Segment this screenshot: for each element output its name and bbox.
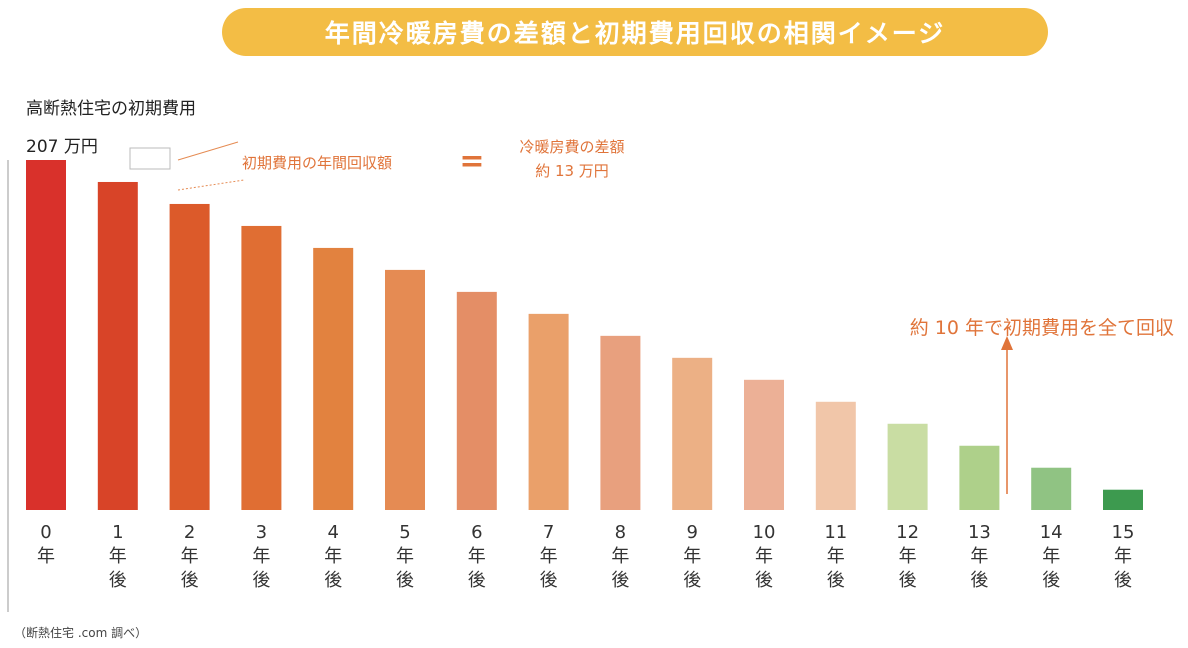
x-tick-unit-7-1: 後 bbox=[540, 570, 558, 591]
x-tick-unit-2-0: 年 bbox=[181, 546, 199, 567]
x-tick-number-1: 1 bbox=[112, 522, 123, 543]
x-tick-unit-4-1: 後 bbox=[324, 570, 342, 591]
bar-13 bbox=[959, 445, 1000, 510]
x-tick-unit-9-0: 年 bbox=[683, 546, 701, 567]
x-tick-number-8: 8 bbox=[615, 522, 626, 543]
x-tick-unit-1-1: 後 bbox=[109, 570, 127, 591]
x-tick-unit-3-0: 年 bbox=[252, 546, 270, 567]
x-tick-unit-8-1: 後 bbox=[611, 570, 629, 591]
x-tick-number-7: 7 bbox=[543, 522, 554, 543]
x-tick-unit-15-1: 後 bbox=[1114, 570, 1132, 591]
x-tick-number-6: 6 bbox=[471, 522, 482, 543]
initial-cost-value: 207 万円 bbox=[26, 137, 98, 157]
x-tick-unit-11-0: 年 bbox=[827, 546, 845, 567]
x-tick-number-12: 12 bbox=[896, 522, 919, 543]
leader-line-bottom bbox=[177, 179, 245, 191]
x-tick-number-11: 11 bbox=[824, 522, 847, 543]
initial-cost-label: 高断熱住宅の初期費用 bbox=[26, 99, 196, 119]
x-tick-unit-4-0: 年 bbox=[324, 546, 342, 567]
x-tick-number-9: 9 bbox=[686, 522, 697, 543]
x-tick-unit-3-1: 後 bbox=[252, 570, 270, 591]
x-tick-unit-5-1: 後 bbox=[396, 570, 414, 591]
bar-12 bbox=[887, 423, 928, 510]
bar-14 bbox=[1031, 467, 1072, 510]
diff-label-line1: 冷暖房費の差額 bbox=[519, 138, 624, 156]
diff-label-line2: 約 13 万円 bbox=[535, 162, 609, 180]
x-tick-number-10: 10 bbox=[753, 522, 776, 543]
bar-11 bbox=[815, 401, 856, 510]
x-tick-number-3: 3 bbox=[256, 522, 267, 543]
source-note: （断熱住宅 .com 調べ） bbox=[14, 626, 148, 640]
x-tick-unit-10-1: 後 bbox=[755, 570, 773, 591]
bar-1 bbox=[97, 181, 138, 510]
x-tick-unit-13-1: 後 bbox=[970, 570, 988, 591]
x-tick-unit-5-0: 年 bbox=[396, 546, 414, 567]
x-tick-number-15: 15 bbox=[1112, 522, 1135, 543]
bar-0 bbox=[26, 160, 66, 510]
x-tick-number-5: 5 bbox=[399, 522, 410, 543]
x-tick-unit-10-0: 年 bbox=[755, 546, 773, 567]
x-tick-unit-12-1: 後 bbox=[899, 570, 917, 591]
bar-5 bbox=[385, 269, 425, 510]
x-tick-unit-6-0: 年 bbox=[468, 546, 486, 567]
x-tick-unit-14-1: 後 bbox=[1042, 570, 1060, 591]
x-tick-unit-8-0: 年 bbox=[611, 546, 629, 567]
x-tick-number-2: 2 bbox=[184, 522, 195, 543]
bar-4 bbox=[313, 247, 354, 510]
bar-8 bbox=[600, 335, 641, 510]
bar-9 bbox=[672, 357, 713, 510]
leader-line-top bbox=[177, 141, 239, 161]
x-tick-unit-2-1: 後 bbox=[181, 570, 199, 591]
x-tick-unit-14-0: 年 bbox=[1042, 546, 1060, 567]
x-tick-number-4: 4 bbox=[327, 522, 338, 543]
x-tick-unit-11-1: 後 bbox=[827, 570, 845, 591]
x-tick-unit-0-0: 年 bbox=[37, 546, 55, 567]
payback-arrow-head bbox=[1001, 336, 1013, 350]
bar-6 bbox=[456, 291, 497, 510]
annual-recovery-label: 初期費用の年間回収額 bbox=[242, 154, 392, 172]
x-tick-unit-9-1: 後 bbox=[683, 570, 701, 591]
x-tick-unit-6-1: 後 bbox=[468, 570, 486, 591]
x-tick-unit-12-0: 年 bbox=[899, 546, 917, 567]
payback-annotation: 約 10 年で初期費用を全て回収 bbox=[910, 317, 1174, 339]
x-tick-unit-7-0: 年 bbox=[540, 546, 558, 567]
chart-title: 年間冷暖房費の差額と初期費用回収の相関イメージ bbox=[222, 8, 1048, 56]
bar-7 bbox=[528, 313, 569, 510]
x-tick-number-14: 14 bbox=[1040, 522, 1063, 543]
x-tick-number-13: 13 bbox=[968, 522, 991, 543]
equals-sign: = bbox=[459, 144, 484, 179]
bar-10 bbox=[744, 379, 784, 510]
x-tick-number-0: 0 bbox=[40, 522, 51, 543]
bar-3 bbox=[241, 225, 282, 511]
x-tick-unit-13-0: 年 bbox=[970, 546, 988, 567]
x-tick-unit-15-0: 年 bbox=[1114, 546, 1132, 567]
recovery-box bbox=[129, 147, 171, 170]
bar-2 bbox=[169, 203, 210, 510]
x-tick-unit-1-0: 年 bbox=[109, 546, 127, 567]
bar-15 bbox=[1103, 489, 1143, 510]
